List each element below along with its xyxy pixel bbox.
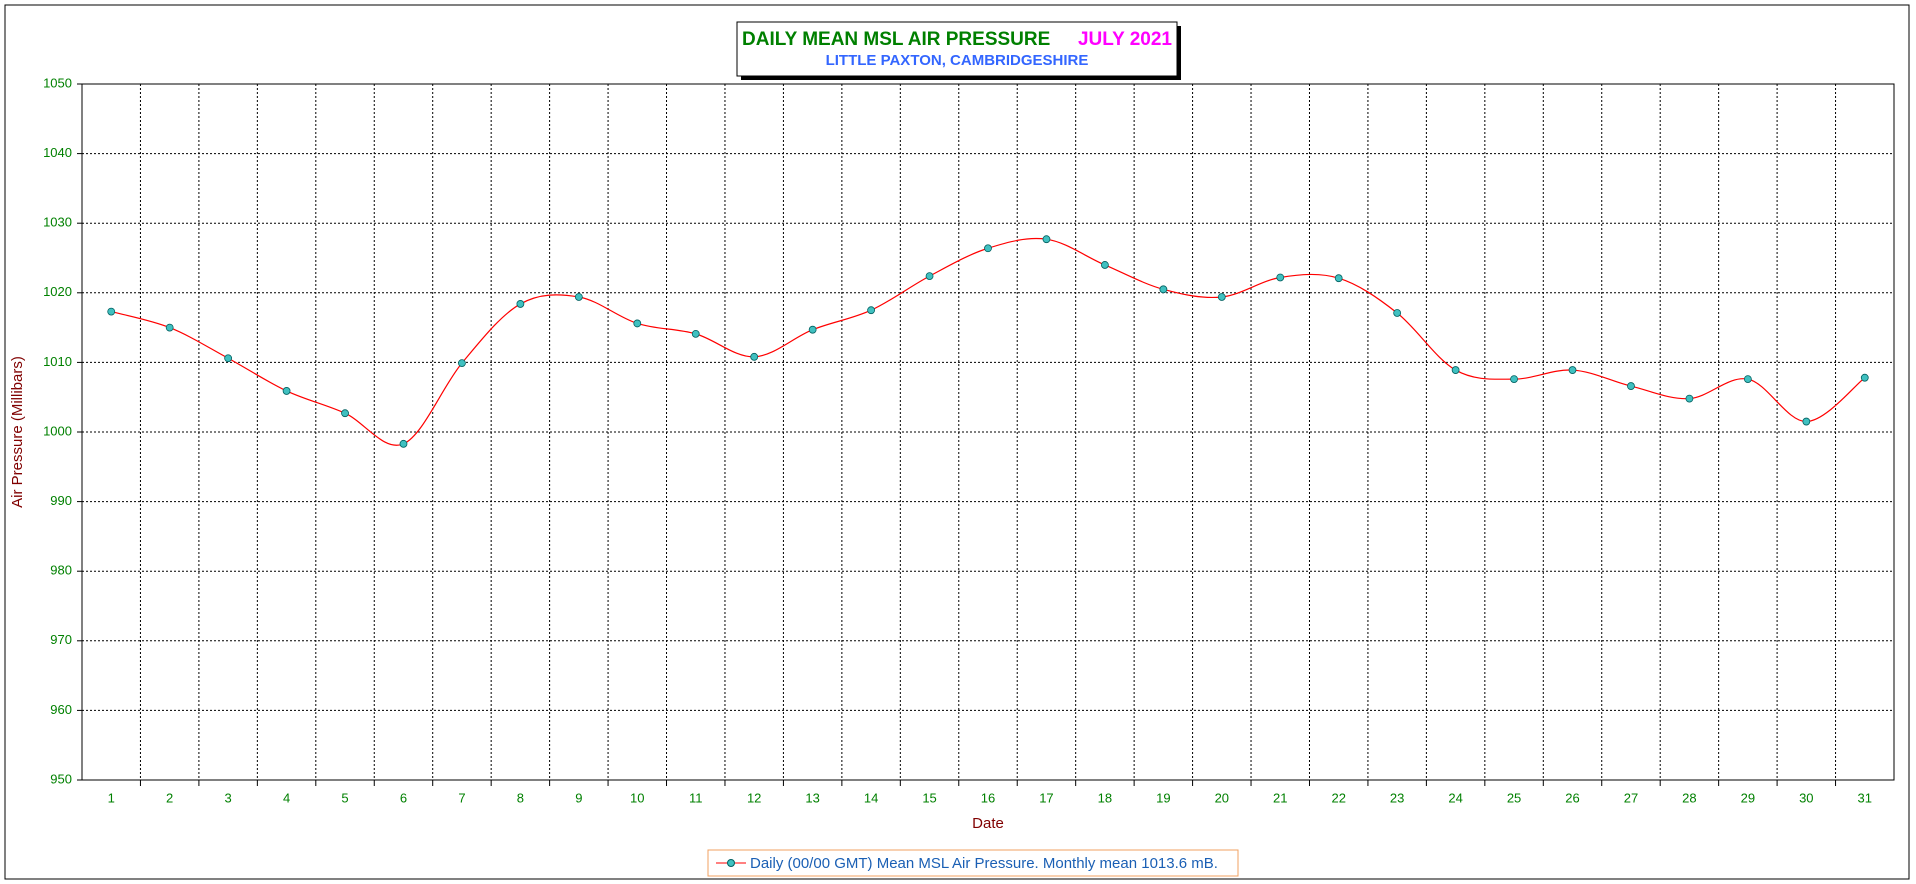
x-tick-label: 17 — [1039, 790, 1053, 805]
data-point — [867, 306, 875, 315]
frame — [4, 4, 1910, 880]
data-point — [633, 319, 642, 328]
x-tick-label: 13 — [805, 790, 819, 805]
data-point — [1451, 366, 1460, 374]
x-tick-label: 5 — [341, 790, 348, 805]
data-point — [1743, 375, 1752, 384]
data-point — [458, 359, 466, 367]
x-tick-label: 8 — [517, 790, 524, 805]
chart-title: DAILY MEAN MSL AIR PRESSURE — [742, 29, 1050, 50]
data-point — [984, 244, 992, 253]
data-point — [399, 439, 408, 448]
data-point — [107, 307, 116, 316]
y-axis-title: Air Pressure (Millibars) — [9, 356, 26, 508]
x-tick-label: 2 — [166, 790, 173, 805]
x-tick-label: 12 — [747, 790, 761, 805]
y-tick-label: 1030 — [43, 215, 72, 230]
x-tick-label: 27 — [1624, 790, 1638, 805]
y-tick-label: 990 — [50, 493, 72, 508]
y-tick-label: 1010 — [43, 354, 72, 369]
data-point — [1217, 293, 1226, 301]
y-tick-label: 950 — [50, 771, 72, 786]
data-point — [1568, 366, 1577, 374]
data-point — [1276, 273, 1285, 282]
data-point — [1685, 394, 1694, 403]
y-tick-label: 980 — [50, 563, 72, 578]
data-point — [1101, 261, 1109, 269]
data-point — [1802, 417, 1811, 426]
data-point — [808, 325, 817, 334]
chart-subtitle: LITTLE PAXTON, CAMBRIDGESHIRE — [826, 52, 1089, 69]
x-tick-label: 10 — [630, 790, 644, 805]
data-point — [282, 387, 291, 395]
x-tick-label: 23 — [1390, 790, 1404, 805]
x-tick-label: 18 — [1098, 790, 1112, 805]
data-point — [165, 323, 174, 332]
x-tick-label: 6 — [400, 790, 407, 805]
legend-box — [707, 849, 1239, 877]
y-tick-label: 1050 — [43, 75, 72, 90]
data-point — [1042, 235, 1051, 244]
x-tick-label: 25 — [1507, 790, 1521, 805]
data-point — [341, 409, 349, 418]
x-tick-label: 21 — [1273, 790, 1287, 805]
x-tick-label: 20 — [1215, 790, 1229, 805]
data-point — [1627, 382, 1635, 390]
x-tick-label: 14 — [864, 790, 878, 805]
x-tick-label: 7 — [458, 790, 465, 805]
x-tick-label: 11 — [689, 790, 703, 805]
data-point — [1159, 285, 1168, 294]
x-tick-label: 15 — [922, 790, 936, 805]
x-tick-label: 4 — [283, 790, 290, 805]
data-point — [516, 300, 525, 308]
x-tick-label: 29 — [1741, 790, 1755, 805]
x-tick-label: 26 — [1565, 790, 1579, 805]
x-tick-label: 1 — [108, 790, 115, 805]
x-tick-label: 22 — [1331, 790, 1345, 805]
legend-swatch-marker — [727, 859, 735, 867]
title-box — [736, 21, 1178, 77]
y-tick-label: 1020 — [43, 284, 72, 299]
x-axis-title: Date — [972, 815, 1004, 832]
y-tick-label: 970 — [50, 632, 72, 647]
x-tick-label: 30 — [1799, 790, 1813, 805]
x-tick-label: 9 — [575, 790, 582, 805]
data-point — [574, 293, 583, 301]
y-tick-label: 1000 — [43, 423, 72, 438]
data-point — [750, 352, 759, 361]
data-point — [1393, 309, 1402, 317]
x-tick-label: 16 — [981, 790, 995, 805]
x-tick-label: 3 — [225, 790, 232, 805]
data-point — [691, 329, 700, 338]
data-point — [1860, 373, 1869, 382]
data-point — [1510, 375, 1518, 384]
x-tick-label: 31 — [1858, 790, 1872, 805]
x-tick-label: 19 — [1156, 790, 1170, 805]
x-tick-label: 28 — [1682, 790, 1696, 805]
x-tick-label: 24 — [1448, 790, 1462, 805]
data-point — [1334, 274, 1343, 283]
y-tick-label: 960 — [50, 702, 72, 717]
data-point — [224, 354, 233, 363]
y-tick-label: 1040 — [43, 145, 72, 160]
chart-title-date: JULY 2021 — [1078, 29, 1172, 50]
legend-label: Daily (00/00 GMT) Mean MSL Air Pressure.… — [750, 855, 1218, 872]
data-point — [925, 272, 934, 280]
